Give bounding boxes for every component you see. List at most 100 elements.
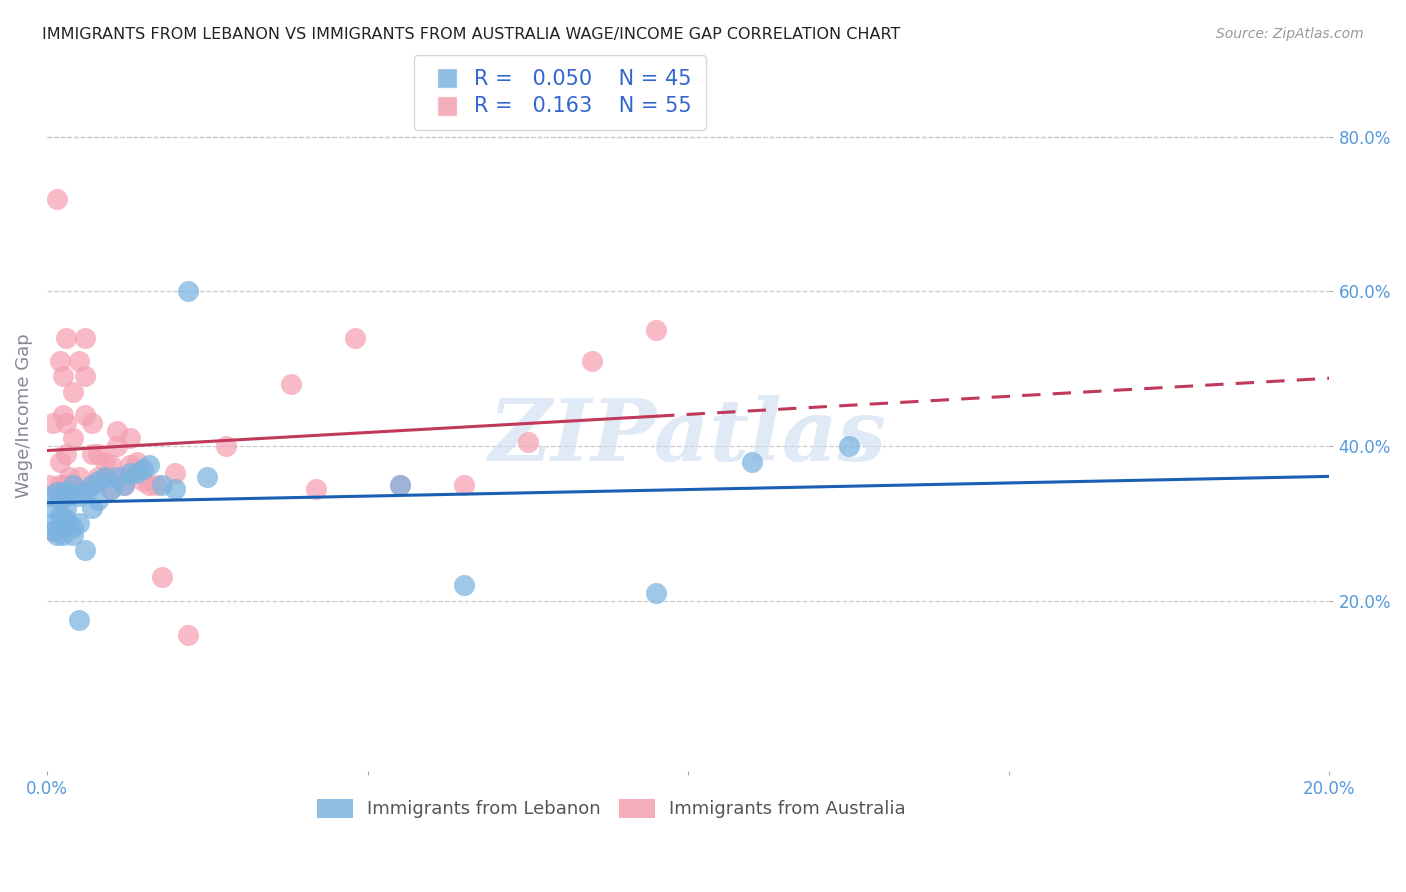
Point xyxy=(120,466,142,480)
Point xyxy=(48,493,70,508)
Point xyxy=(62,431,84,445)
Point xyxy=(87,470,110,484)
Point xyxy=(280,377,302,392)
Point xyxy=(100,458,122,473)
Point xyxy=(80,500,103,515)
Point xyxy=(87,474,110,488)
Point xyxy=(62,520,84,534)
Point xyxy=(112,477,135,491)
Point xyxy=(215,439,238,453)
Point xyxy=(138,458,160,473)
Point xyxy=(75,543,97,558)
Point xyxy=(581,354,603,368)
Point xyxy=(177,285,200,299)
Point xyxy=(120,458,142,473)
Point xyxy=(453,578,475,592)
Point xyxy=(45,528,67,542)
Point xyxy=(58,485,80,500)
Point xyxy=(48,354,70,368)
Point xyxy=(45,485,67,500)
Point xyxy=(52,528,75,542)
Point xyxy=(42,524,65,538)
Point xyxy=(177,628,200,642)
Point xyxy=(62,528,84,542)
Point xyxy=(645,586,668,600)
Point xyxy=(75,331,97,345)
Point xyxy=(87,447,110,461)
Point xyxy=(112,477,135,491)
Point xyxy=(93,454,115,468)
Point xyxy=(145,477,167,491)
Point xyxy=(67,489,90,503)
Point xyxy=(42,524,65,538)
Point xyxy=(75,369,97,384)
Point xyxy=(39,477,62,491)
Point xyxy=(67,516,90,531)
Point xyxy=(100,482,122,496)
Point xyxy=(39,489,62,503)
Point xyxy=(125,454,148,468)
Point xyxy=(62,477,84,491)
Point xyxy=(112,470,135,484)
Point xyxy=(80,477,103,491)
Point xyxy=(132,474,155,488)
Point xyxy=(165,466,187,480)
Point xyxy=(645,323,668,337)
Point xyxy=(52,369,75,384)
Point xyxy=(67,354,90,368)
Point xyxy=(93,470,115,484)
Point xyxy=(52,485,75,500)
Point xyxy=(48,520,70,534)
Point xyxy=(107,439,129,453)
Point xyxy=(837,439,859,453)
Point xyxy=(45,192,67,206)
Point xyxy=(453,477,475,491)
Point xyxy=(62,477,84,491)
Point xyxy=(55,500,77,515)
Point xyxy=(305,482,328,496)
Point xyxy=(42,516,65,531)
Y-axis label: Wage/Income Gap: Wage/Income Gap xyxy=(15,333,32,498)
Point xyxy=(52,408,75,422)
Point xyxy=(120,431,142,445)
Point xyxy=(67,470,90,484)
Point xyxy=(55,416,77,430)
Point xyxy=(165,482,187,496)
Point xyxy=(125,466,148,480)
Point xyxy=(388,477,411,491)
Point xyxy=(75,485,97,500)
Point xyxy=(80,477,103,491)
Point xyxy=(42,416,65,430)
Point xyxy=(55,477,77,491)
Point xyxy=(62,384,84,399)
Point xyxy=(48,454,70,468)
Point xyxy=(150,477,173,491)
Point xyxy=(55,331,77,345)
Text: Source: ZipAtlas.com: Source: ZipAtlas.com xyxy=(1216,27,1364,41)
Point xyxy=(67,613,90,627)
Point xyxy=(388,477,411,491)
Point xyxy=(138,477,160,491)
Point xyxy=(58,470,80,484)
Point xyxy=(93,470,115,484)
Point xyxy=(45,485,67,500)
Point xyxy=(107,470,129,484)
Point xyxy=(67,485,90,500)
Point xyxy=(150,570,173,584)
Point xyxy=(55,520,77,534)
Legend: Immigrants from Lebanon, Immigrants from Australia: Immigrants from Lebanon, Immigrants from… xyxy=(309,792,912,826)
Point xyxy=(41,500,63,515)
Point xyxy=(107,424,129,438)
Point xyxy=(343,331,366,345)
Point xyxy=(132,462,155,476)
Text: ZIPatlas: ZIPatlas xyxy=(489,395,887,478)
Point xyxy=(75,408,97,422)
Point xyxy=(516,435,538,450)
Point xyxy=(80,447,103,461)
Point xyxy=(48,508,70,523)
Point xyxy=(100,482,122,496)
Point xyxy=(55,512,77,526)
Point xyxy=(87,493,110,508)
Text: IMMIGRANTS FROM LEBANON VS IMMIGRANTS FROM AUSTRALIA WAGE/INCOME GAP CORRELATION: IMMIGRANTS FROM LEBANON VS IMMIGRANTS FR… xyxy=(42,27,901,42)
Point xyxy=(195,470,218,484)
